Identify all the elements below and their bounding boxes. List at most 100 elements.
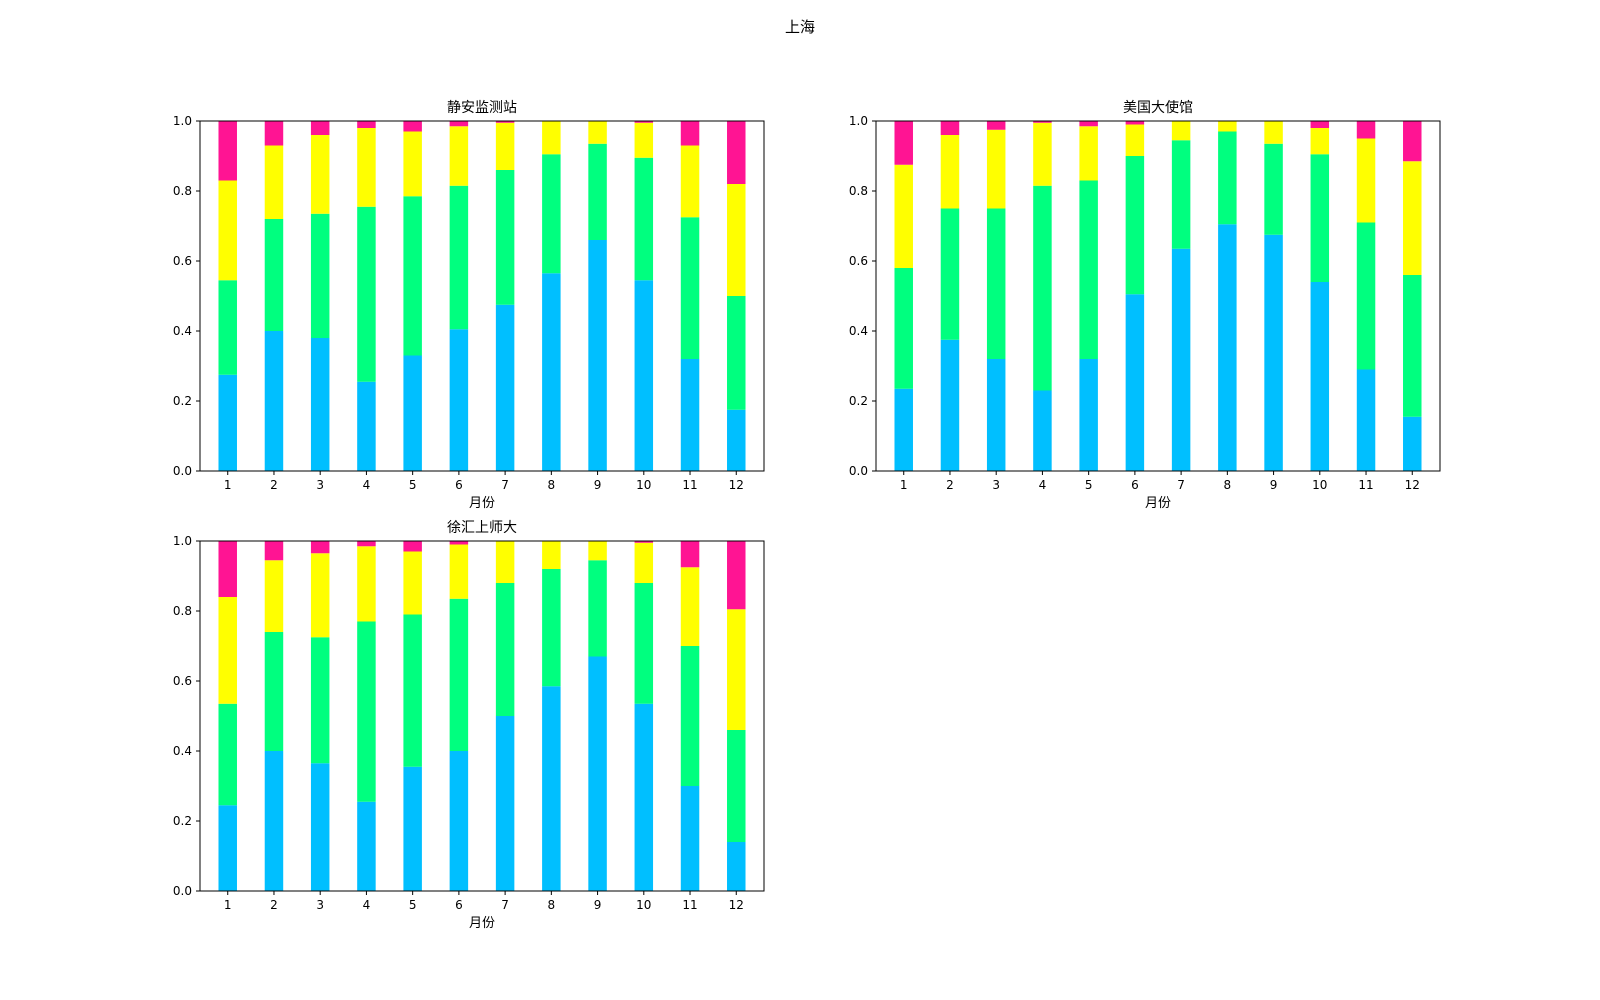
chart-3-bar-series-1-2 — [264, 751, 284, 891]
chart-1-bar-series-3-2 — [264, 145, 284, 219]
chart-1-xtick-label-3: 3 — [316, 478, 324, 492]
chart-2-bar-series-4-5 — [1079, 121, 1098, 127]
chart-3-bar-series-1-12 — [727, 842, 746, 891]
chart-2-bar-series-4-4 — [1033, 121, 1052, 123]
chart-1-xtick-label-2: 2 — [270, 478, 278, 492]
chart-3-xtick-label-7: 7 — [501, 898, 509, 912]
chart-3-bar-series-1-6 — [449, 751, 469, 891]
figure-title: 上海 — [784, 18, 815, 36]
chart-3-xtick-label-5: 5 — [409, 898, 417, 912]
chart-1-bar-series-2-12 — [727, 296, 746, 410]
chart-3-bar-series-3-6 — [449, 544, 469, 599]
chart-1-bar-series-3-3 — [310, 135, 330, 214]
chart-1-bar-series-4-3 — [310, 121, 330, 135]
chart-1-bar-series-4-11 — [680, 121, 700, 146]
chart-2-bar-series-4-12 — [1403, 121, 1422, 162]
chart-1-bar-series-3-11 — [680, 145, 700, 218]
chart-2-bar-series-1-10 — [1310, 282, 1330, 471]
chart-3-bar-series-3-5 — [403, 551, 422, 615]
chart-2-xtick-label-1: 1 — [900, 478, 908, 492]
chart-1-bar-series-1-5 — [403, 355, 422, 471]
chart-1-xtick-label-1: 1 — [224, 478, 232, 492]
chart-3-bar-series-2-12 — [727, 730, 746, 842]
chart-2-xtick-label-9: 9 — [1270, 478, 1278, 492]
chart-2-bar-series-3-12 — [1403, 161, 1422, 275]
chart-1-bar-series-2-6 — [449, 185, 469, 330]
chart-3-bar-series-4-12 — [727, 541, 746, 610]
chart-1-bar-series-4-4 — [357, 121, 376, 128]
chart-3-bar-series-2-1 — [218, 703, 237, 806]
chart-1-bar-series-2-3 — [310, 213, 330, 338]
chart-1-bar-series-4-2 — [264, 121, 284, 146]
chart-1-ytick-label-0.8: 0.8 — [173, 184, 192, 198]
chart-1-bar-series-1-1 — [218, 374, 237, 471]
chart-1-xtick-label-4: 4 — [363, 478, 371, 492]
chart-2-bar-series-3-8 — [1218, 121, 1237, 132]
chart-1-bar-series-4-5 — [403, 121, 422, 132]
chart-2-bar-series-2-12 — [1403, 275, 1422, 417]
chart-3-bar-series-3-4 — [357, 546, 376, 622]
chart-2-bar-series-2-9 — [1264, 143, 1283, 235]
chart-1-xtick-label-10: 10 — [636, 478, 651, 492]
chart-1-xtick-label-8: 8 — [548, 478, 556, 492]
chart-2-bar-series-3-3 — [986, 129, 1006, 209]
chart-2-xtick-label-11: 11 — [1358, 478, 1373, 492]
chart-3-bar-series-2-4 — [357, 621, 376, 802]
chart-1-xlabel: 月份 — [469, 496, 495, 511]
chart-3-bar-series-3-2 — [264, 560, 284, 632]
chart-3-bar-series-2-11 — [680, 646, 700, 786]
chart-1-xtick-label-7: 7 — [501, 478, 509, 492]
chart-1-bar-series-3-4 — [357, 128, 376, 207]
chart-1-bar-series-4-1 — [218, 121, 237, 181]
chart-2-bar-series-1-8 — [1218, 224, 1237, 471]
chart-2-bar-series-1-6 — [1125, 294, 1145, 471]
chart-3-bar-series-2-7 — [495, 583, 515, 716]
chart-1-ytick-label-0.4: 0.4 — [173, 324, 192, 338]
chart-3-xtick-label-9: 9 — [594, 898, 602, 912]
chart-3-bar-series-2-2 — [264, 632, 284, 751]
chart-3-bar-series-4-6 — [449, 541, 469, 545]
chart-3-bar-series-4-11 — [680, 541, 700, 568]
chart-3-axes-frame — [199, 540, 765, 892]
chart-2-xtick-label-8: 8 — [1224, 478, 1232, 492]
chart-2-bar-series-1-7 — [1171, 248, 1191, 471]
chart-2-xtick-label-2: 2 — [946, 478, 954, 492]
chart-1-bar-series-3-12 — [727, 184, 746, 296]
chart-2-bar-series-3-6 — [1125, 124, 1145, 156]
chart-2-bar-series-2-11 — [1356, 222, 1376, 370]
chart-3-ytick-label-0.4: 0.4 — [173, 744, 192, 758]
chart-2-bar-series-4-6 — [1125, 121, 1145, 125]
chart-2-bar-series-1-3 — [986, 359, 1006, 471]
chart-3-bar-series-1-1 — [218, 805, 237, 891]
chart-2-xtick-label-10: 10 — [1312, 478, 1327, 492]
chart-1-bar-series-1-10 — [634, 280, 654, 471]
chart-2-xtick-label-3: 3 — [992, 478, 1000, 492]
chart-2-xtick-label-4: 4 — [1039, 478, 1047, 492]
chart-2-xtick-label-5: 5 — [1085, 478, 1093, 492]
chart-1-bar-series-2-10 — [634, 157, 654, 281]
chart-3-bar-series-1-5 — [403, 766, 422, 891]
chart-2-ytick-label-0.0: 0.0 — [849, 464, 868, 478]
chart-1-ytick-label-0.2: 0.2 — [173, 394, 192, 408]
chart-3-xtick-label-4: 4 — [363, 898, 371, 912]
chart-3-xtick-label-12: 12 — [729, 898, 744, 912]
chart-2-bar-series-3-5 — [1079, 126, 1098, 181]
chart-3-bar-series-4-1 — [218, 541, 237, 597]
chart-2-xtick-label-6: 6 — [1131, 478, 1139, 492]
chart-2-xlabel: 月份 — [1145, 496, 1171, 511]
chart-2-xtick-label-12: 12 — [1405, 478, 1420, 492]
chart-3-ytick-label-1.0: 1.0 — [173, 534, 192, 548]
chart-1-xtick-label-6: 6 — [455, 478, 463, 492]
chart-1-bar-series-2-8 — [542, 154, 561, 274]
chart-2-bar-series-2-10 — [1310, 154, 1330, 282]
chart-3-xlabel: 月份 — [469, 916, 495, 931]
chart-2-bar-series-4-2 — [940, 121, 960, 135]
chart-2-bar-series-3-2 — [940, 135, 960, 209]
chart-2-bar-series-2-5 — [1079, 180, 1098, 359]
chart-1-bar-series-1-6 — [449, 329, 469, 471]
chart-2-bar-series-4-10 — [1310, 121, 1330, 128]
chart-2-bar-series-3-9 — [1264, 121, 1283, 144]
chart-1-bar-series-3-7 — [495, 122, 515, 170]
chart-2-ytick-label-0.2: 0.2 — [849, 394, 868, 408]
